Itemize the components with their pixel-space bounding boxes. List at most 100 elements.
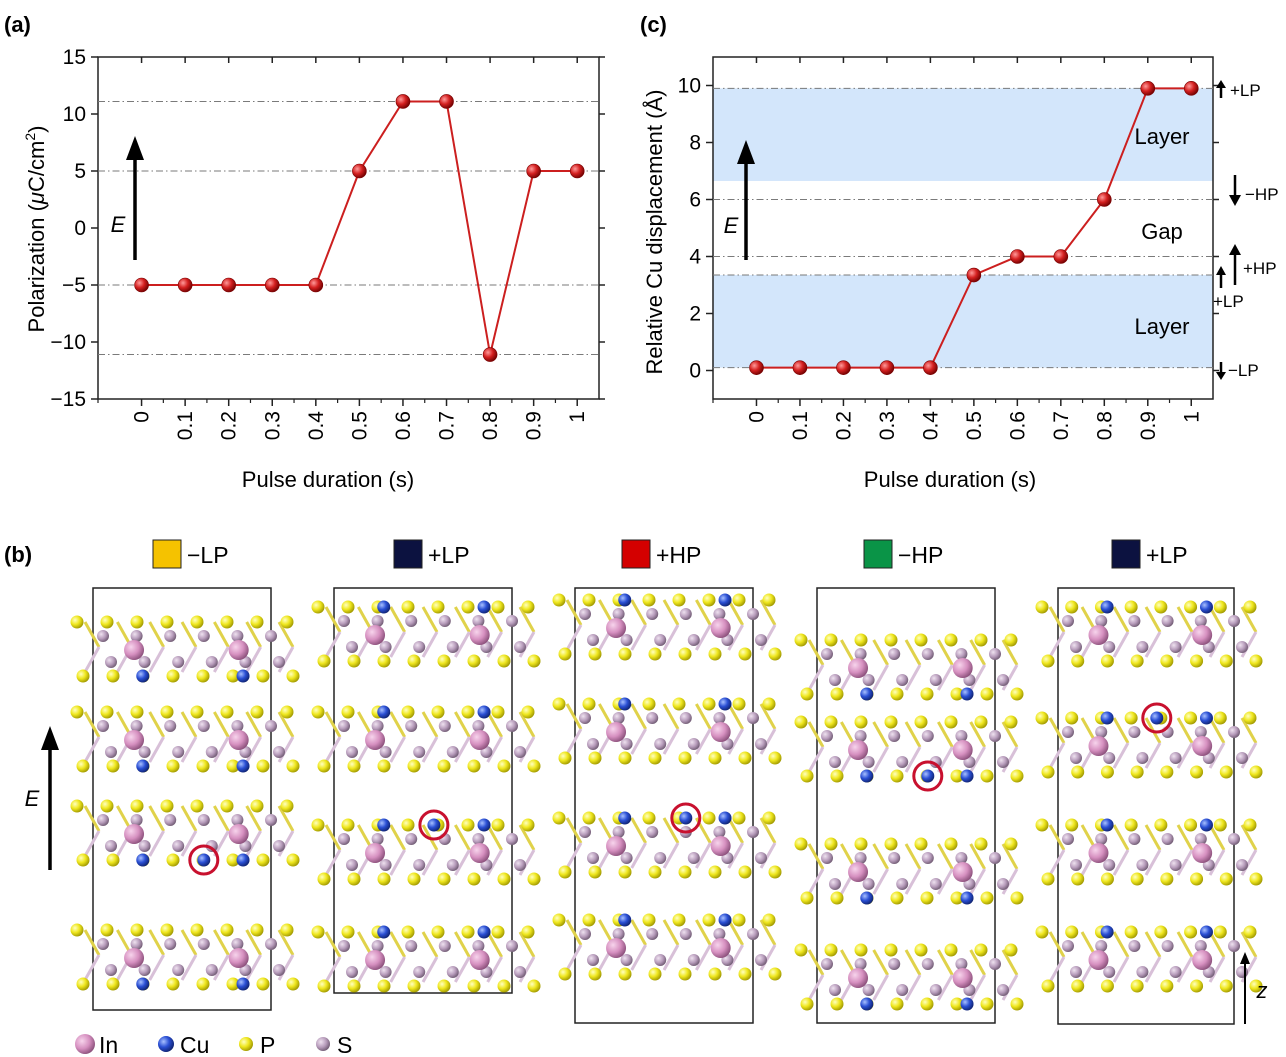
y-tick-label: −5 xyxy=(62,274,86,297)
atom-s xyxy=(821,648,833,660)
y-tick-label: −15 xyxy=(50,388,86,411)
bond xyxy=(277,736,295,763)
atom-p xyxy=(317,759,331,773)
atom-s xyxy=(1194,940,1207,952)
bond xyxy=(565,599,583,626)
atom-p xyxy=(1190,872,1204,886)
atom-p xyxy=(1035,925,1049,939)
x-tick-label: 0.3 xyxy=(261,411,284,440)
bond xyxy=(695,944,712,971)
atom-s xyxy=(1070,752,1082,764)
atom-p xyxy=(800,891,814,905)
y-tick-label: 0 xyxy=(689,360,701,383)
state-label: −LP xyxy=(187,542,229,568)
atom-p xyxy=(70,923,84,937)
atom-s xyxy=(620,634,633,646)
atom-s xyxy=(1128,833,1141,845)
atom-p xyxy=(1124,711,1138,725)
bond xyxy=(969,843,986,870)
bond xyxy=(969,639,986,666)
atom-p xyxy=(1154,818,1168,832)
atom-s xyxy=(713,608,726,620)
atom-p xyxy=(521,600,535,614)
atom-s xyxy=(231,720,244,732)
atom-s xyxy=(514,966,526,978)
atom-s xyxy=(130,814,143,826)
x-tick-label: 0 xyxy=(745,411,768,423)
bond xyxy=(904,721,922,748)
atom-s xyxy=(1169,641,1182,653)
atom-p xyxy=(920,891,934,905)
atom-s xyxy=(955,648,968,660)
bond xyxy=(872,868,889,895)
atom-p xyxy=(407,759,421,773)
bond xyxy=(389,931,406,958)
bond xyxy=(83,805,101,832)
atom-p xyxy=(1184,711,1198,725)
plot-frame-a xyxy=(97,56,600,400)
atom-s xyxy=(687,738,700,750)
atom-p xyxy=(401,818,415,832)
bond xyxy=(1112,824,1130,851)
atom-s xyxy=(472,615,485,627)
atom-p xyxy=(800,687,814,701)
bond xyxy=(807,664,825,691)
bond xyxy=(1240,606,1258,633)
bond xyxy=(1208,631,1226,658)
atom-p xyxy=(648,865,662,879)
bond xyxy=(1176,717,1194,744)
atom-p xyxy=(377,979,391,993)
atom-s xyxy=(514,641,526,653)
bond xyxy=(630,703,647,730)
atom-s xyxy=(646,928,659,940)
atom-p xyxy=(552,593,566,607)
data-point xyxy=(526,163,541,179)
atom-p xyxy=(160,923,174,937)
atom-p xyxy=(824,715,838,729)
atom-in xyxy=(710,836,731,856)
bond xyxy=(872,746,889,773)
atom-p xyxy=(824,633,838,647)
legend-atom-label: P xyxy=(260,1032,275,1057)
atom-p xyxy=(1249,979,1263,993)
atom-in xyxy=(710,938,731,958)
bond xyxy=(807,721,825,748)
x-axis-label-a: Pulse duration (s) xyxy=(242,467,414,492)
atom-s xyxy=(105,746,117,758)
atom-s xyxy=(97,938,109,950)
bond xyxy=(630,817,647,844)
state-label: +LP xyxy=(428,542,470,568)
atom-s xyxy=(438,720,451,732)
atom-p xyxy=(642,811,656,825)
data-point xyxy=(1183,81,1199,96)
atom-p xyxy=(678,967,692,981)
bond xyxy=(727,842,744,869)
atom-s xyxy=(955,958,968,970)
bond xyxy=(486,736,503,763)
bond xyxy=(759,842,777,869)
atom-in xyxy=(606,618,627,638)
atom-s xyxy=(654,852,667,864)
atom-p xyxy=(762,913,776,927)
bond xyxy=(565,944,583,971)
atom-p xyxy=(618,647,632,661)
atom-s xyxy=(1169,752,1182,764)
atom-s xyxy=(1194,833,1207,845)
atom-s xyxy=(646,712,659,724)
bond xyxy=(486,931,503,958)
panel-b: (b) −LP +LP +HP −HP +LP E z In Cu P S xyxy=(4,539,1268,1057)
bond xyxy=(969,949,986,976)
atom-p xyxy=(347,872,361,886)
x-tick-label: 0.2 xyxy=(832,411,855,440)
x-tick-label: 0 xyxy=(131,411,154,423)
atom-p xyxy=(890,687,904,701)
atom-p xyxy=(196,759,210,773)
atom-s xyxy=(413,859,426,871)
atom-p xyxy=(1154,925,1168,939)
atom-p xyxy=(1213,925,1227,939)
atom-p xyxy=(286,977,300,991)
atom-p xyxy=(702,593,716,607)
field-label-c: E xyxy=(724,213,739,238)
bond xyxy=(148,646,165,673)
atom-s xyxy=(506,833,518,845)
